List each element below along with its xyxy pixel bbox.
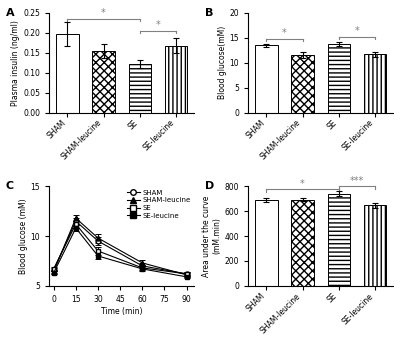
Text: *: * [156,21,160,30]
Bar [328,44,350,113]
Bar [291,200,314,286]
Bar [165,45,187,113]
Y-axis label: Plasma insulin (ng/ml): Plasma insulin (ng/ml) [12,20,20,106]
Bar [364,54,386,113]
Y-axis label: Blood glucose (mM): Blood glucose (mM) [19,198,28,274]
Text: C: C [6,181,14,191]
Text: *: * [282,28,287,38]
Bar [255,45,278,113]
Text: D: D [205,181,214,191]
Text: *: * [354,26,359,36]
Bar [92,51,115,113]
Bar [364,205,386,286]
Text: B: B [205,8,213,18]
Bar [291,55,314,113]
Text: *: * [300,179,305,189]
Bar [328,194,350,286]
Text: A: A [6,8,14,18]
X-axis label: Time (min): Time (min) [101,307,142,316]
Legend: SHAM, SHAM-leucine, SE, SE-leucine: SHAM, SHAM-leucine, SE, SE-leucine [127,190,190,219]
Y-axis label: Area under the curve
(mM.min): Area under the curve (mM.min) [202,195,222,277]
Text: *: * [101,8,106,18]
Bar [255,200,278,286]
Text: ***: *** [350,176,364,186]
Bar [56,34,78,113]
Y-axis label: Blood glucose(mM): Blood glucose(mM) [218,26,227,100]
Bar [128,64,151,113]
